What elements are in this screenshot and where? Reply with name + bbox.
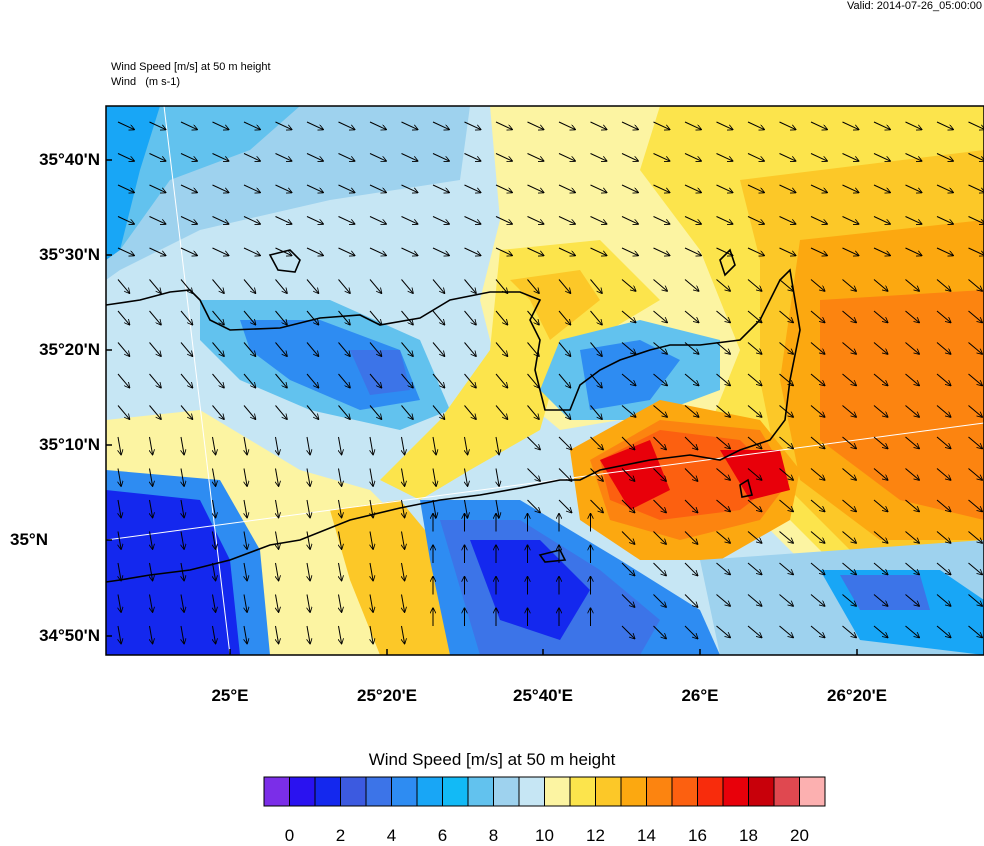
colorbar-swatch xyxy=(341,777,367,806)
colorbar-swatch xyxy=(545,777,571,806)
speed-field xyxy=(106,106,984,655)
lat-label-35-20: 35°20'N xyxy=(0,340,100,360)
colorbar-swatch xyxy=(621,777,647,806)
colorbar-swatch xyxy=(290,777,316,806)
colorbar-swatch xyxy=(392,777,418,806)
colorbar-tick-label: 8 xyxy=(474,826,514,846)
lon-label-26-20: 26°20'E xyxy=(807,686,907,706)
lon-label-25-20: 25°20'E xyxy=(337,686,437,706)
colorbar-tick-label: 0 xyxy=(270,826,310,846)
colorbar-swatch xyxy=(672,777,698,806)
lat-label-34-50: 34°50'N xyxy=(0,626,100,646)
colorbar-swatch xyxy=(264,777,290,806)
colorbar-tick-label: 6 xyxy=(423,826,463,846)
colorbar-swatch xyxy=(749,777,775,806)
colorbar-tick-label: 10 xyxy=(525,826,565,846)
colorbar xyxy=(264,777,825,806)
colorbar-swatch xyxy=(647,777,673,806)
colorbar-swatch xyxy=(723,777,749,806)
lon-label-26: 26°E xyxy=(650,686,750,706)
colorbar-tick-label: 14 xyxy=(627,826,667,846)
colorbar-swatch xyxy=(494,777,520,806)
colorbar-tick-label: 4 xyxy=(372,826,412,846)
colorbar-swatch xyxy=(698,777,724,806)
colorbar-swatch xyxy=(774,777,800,806)
colorbar-swatch xyxy=(366,777,392,806)
colorbar-swatch xyxy=(800,777,826,806)
colorbar-swatch xyxy=(468,777,494,806)
lon-label-25-40: 25°40'E xyxy=(493,686,593,706)
lat-label-35: 35°N xyxy=(0,530,48,550)
colorbar-tick-label: 2 xyxy=(321,826,361,846)
colorbar-tick-label: 18 xyxy=(729,826,769,846)
colorbar-swatch xyxy=(596,777,622,806)
colorbar-swatch xyxy=(443,777,469,806)
colorbar-swatch xyxy=(417,777,443,806)
lon-label-25: 25°E xyxy=(180,686,280,706)
colorbar-tick-label: 20 xyxy=(780,826,820,846)
colorbar-swatch xyxy=(570,777,596,806)
colorbar-title: Wind Speed [m/s] at 50 m height xyxy=(0,750,984,770)
colorbar-swatch xyxy=(519,777,545,806)
colorbar-swatch xyxy=(315,777,341,806)
lat-label-35-30: 35°30'N xyxy=(0,245,100,265)
lat-label-35-40: 35°40'N xyxy=(0,150,100,170)
colorbar-tick-label: 12 xyxy=(576,826,616,846)
lat-label-35-10: 35°10'N xyxy=(0,435,100,455)
colorbar-tick-label: 16 xyxy=(678,826,718,846)
